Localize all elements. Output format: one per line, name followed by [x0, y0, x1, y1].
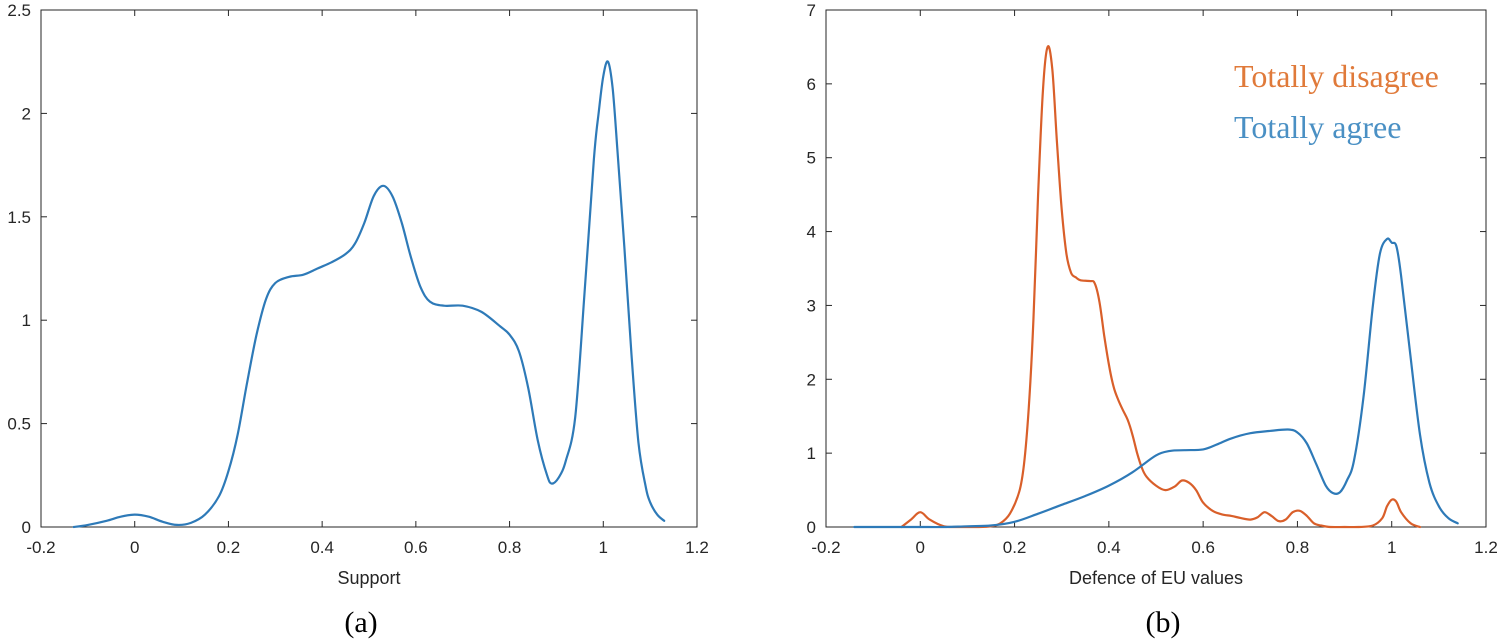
x-tick-label: 1.2 [685, 538, 709, 557]
y-tick-label: 0 [807, 518, 816, 537]
x-axis-label-b: Defence of EU values [1069, 568, 1243, 588]
x-tick-label: 0.2 [1003, 538, 1027, 557]
x-tick-label: 1.2 [1474, 538, 1498, 557]
panel-a: -0.2 0 0.2 0.4 0.6 0.8 1 1.200.511.522.5 Suppor… [7, 1, 708, 639]
plot-frame-b [825, 9, 1487, 528]
x-tick-label: 1 [599, 538, 608, 557]
y-tick-label: 1 [807, 444, 816, 463]
y-tick-label: 2.5 [7, 1, 31, 20]
y-tick-label: 6 [807, 75, 816, 94]
x-tick-label: 0.4 [310, 538, 334, 557]
series-line-totally-disagree [900, 45, 1422, 529]
y-tick-label: 0.5 [7, 415, 31, 434]
x-tick-label: 0.6 [1191, 538, 1215, 557]
series-line-totally-agree [853, 237, 1459, 529]
x-tick-label: 0.4 [1097, 538, 1121, 557]
x-tick-label: 0.8 [498, 538, 522, 557]
y-tick-label: 3 [807, 296, 816, 315]
panel-label-b: (b) [1146, 606, 1181, 639]
x-tick-label: -0.2 [26, 538, 55, 557]
panel-label-a: (a) [344, 606, 377, 639]
series-group-b [853, 45, 1459, 529]
legend-entry-totally-agree: Totally agree [1234, 109, 1401, 145]
series-group-a [72, 60, 666, 529]
x-tick-label: 1 [1387, 538, 1396, 557]
x-tick-label: -0.2 [811, 538, 840, 557]
x-tick-label: 0.2 [217, 538, 241, 557]
x-tick-label: 0 [130, 538, 139, 557]
y-tick-label: 7 [807, 1, 816, 20]
y-tick-label: 2 [807, 370, 816, 389]
y-tick-label: 1 [22, 311, 31, 330]
x-tick-label: 0.6 [404, 538, 428, 557]
y-tick-label: 5 [807, 149, 816, 168]
y-tick-label: 2 [22, 104, 31, 123]
y-tick-label: 0 [22, 518, 31, 537]
y-tick-label: 1.5 [7, 208, 31, 227]
ticks-a: -0.2 0 0.2 0.4 0.6 0.8 1 1.200.511.522.5 [7, 1, 708, 557]
y-tick-label: 4 [807, 223, 816, 242]
plot-frame-a [40, 9, 698, 528]
x-tick-label: 0 [916, 538, 925, 557]
legend-entry-totally-disagree: Totally disagree [1234, 58, 1439, 94]
series-line-density [72, 60, 666, 529]
x-tick-label: 0.8 [1286, 538, 1310, 557]
x-axis-label-a: Support [337, 568, 400, 588]
